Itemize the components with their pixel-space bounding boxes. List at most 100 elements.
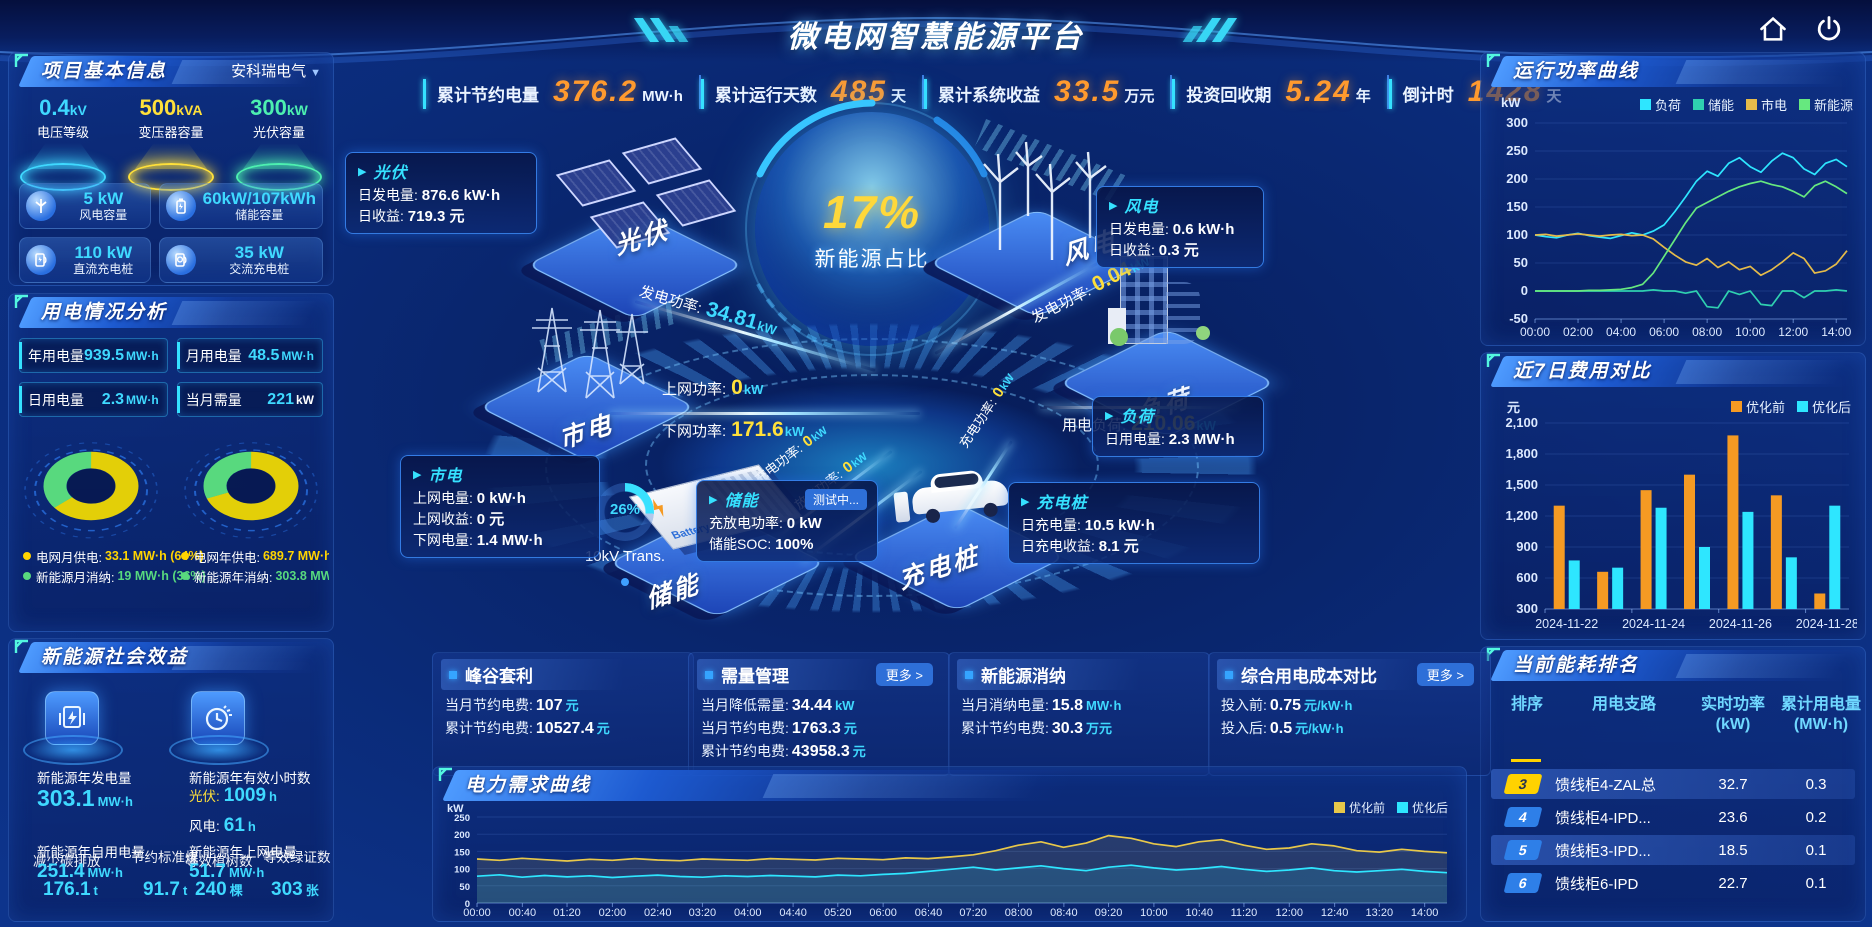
- legend-item: 优化前: [1730, 397, 1785, 416]
- capacity-card-text: 35 kW 交流充电桩: [203, 244, 316, 277]
- capacity-pedestal: 0.4kV 电压等级: [12, 95, 114, 191]
- usage-stat: 日用电量 2.3 MW·h: [19, 382, 168, 417]
- callout-header: ▶ 储能 测试中...: [709, 487, 867, 511]
- svg-text:03:20: 03:20: [689, 907, 717, 919]
- legend-dot: [181, 552, 189, 560]
- svg-text:02:40: 02:40: [644, 907, 672, 919]
- more-button[interactable]: 更多 >: [875, 663, 933, 686]
- title-decoration-right: [1182, 18, 1238, 42]
- flow-value: 171.6: [731, 418, 784, 441]
- svg-text:04:40: 04:40: [779, 907, 807, 919]
- more-button[interactable]: 更多 >: [1416, 663, 1474, 686]
- svg-text:01:20: 01:20: [553, 907, 581, 919]
- realtime-power: 18.5: [1718, 841, 1748, 859]
- summary-card: 峰谷套利 当月节约电费: 107 元累计节约电费: 10527.4 元: [432, 652, 694, 776]
- status-badge: 测试中...: [804, 488, 867, 510]
- total-energy: 0.3: [1805, 775, 1827, 793]
- total-energy: 0.1: [1805, 841, 1827, 859]
- callout-line: 上网收益: 0 元: [413, 511, 505, 528]
- svg-text:10:00: 10:00: [1735, 325, 1765, 339]
- svg-text:100: 100: [1506, 227, 1528, 242]
- power-icon[interactable]: [1814, 14, 1844, 44]
- summary-card-line: 当月节约电费: 1763.3 元: [701, 720, 857, 737]
- legend-item: 优化后: [1796, 397, 1851, 416]
- legend-value: 303.8 MW·h (31%): [275, 569, 329, 583]
- trees-value: 240 棵: [195, 879, 243, 900]
- y-axis-unit: kW: [1501, 95, 1521, 110]
- home-icon[interactable]: [1758, 14, 1788, 44]
- chevron-right-icon: ▶: [413, 468, 422, 481]
- table-row[interactable]: 5 馈线柜3-IPD... 18.5 0.1: [1491, 835, 1855, 865]
- table-row[interactable]: 6 馈线柜6-IPD 22.7 0.1: [1491, 868, 1855, 898]
- power-curve-legend: 负荷 储能 市电 新能源: [1639, 95, 1853, 114]
- panel-title: 用电情况分析: [41, 302, 168, 323]
- legend-item: 优化后: [1396, 799, 1448, 816]
- ranking-column-header: 用电支路: [1591, 696, 1656, 713]
- svg-text:04:00: 04:00: [1606, 325, 1636, 339]
- pedestal-ring: [236, 163, 322, 191]
- transformer-label: 10kV Trans.: [584, 548, 666, 565]
- usage-stat-label: 月用电量: [185, 347, 242, 364]
- table-row[interactable]: 4 馈线柜4-IPD... 23.6 0.2: [1491, 802, 1855, 832]
- callout-line: 上网电量: 0 kW·h: [413, 490, 526, 507]
- self-use-label: 新能源年自用电量: [37, 845, 145, 860]
- panel-demand-curve: 电力需求曲线 kW 优化前 优化后 0 50 100 150 200 250 00:00 00:…: [432, 766, 1467, 922]
- legend-dot: [23, 552, 31, 560]
- svg-text:13:20: 13:20: [1366, 907, 1394, 919]
- svg-text:12:00: 12:00: [1778, 325, 1808, 339]
- callout-header: ▶ 负荷: [1105, 403, 1253, 427]
- svg-text:150: 150: [1506, 199, 1528, 214]
- kpi-unit: 万元: [1124, 88, 1155, 105]
- svg-text:-50: -50: [1509, 311, 1528, 326]
- pv-callout: ▶ 光伏 日发电量: 876.6 kW·h 日收益: 719.3 元: [345, 152, 537, 234]
- branch-name: 馈线柜6-IPD: [1555, 875, 1639, 893]
- demand-curve-chart: 0 50 100 150 200 250 00:00 00:40 01:20 02:00 02:40…: [454, 813, 1448, 919]
- cost-compare-legend: 优化前 优化后: [1730, 397, 1851, 416]
- icon-glow: [23, 735, 123, 765]
- table-row[interactable]: 3 馈线柜4-ZAL总 32.7 0.3: [1491, 769, 1855, 799]
- chevron-right-icon: ▶: [1021, 495, 1030, 508]
- trees-label: 等效植树数: [185, 854, 253, 869]
- panel-cost-compare: 近7日费用对比 元 优化前 优化后 300 600 900 1,200 1,500 1,80…: [1480, 352, 1866, 640]
- capacity-label: 风电容量: [79, 208, 128, 222]
- callout-title: 市电: [428, 468, 463, 485]
- usage-stat: 当月需量 221 kW: [176, 382, 323, 417]
- summary-card-title: 峰谷套利: [441, 659, 685, 690]
- svg-text:10:40: 10:40: [1185, 907, 1213, 919]
- flow-unit: kW: [784, 424, 805, 439]
- legend-item: 市电: [1745, 95, 1787, 114]
- usage-stat-value: 939.5: [84, 346, 125, 364]
- summary-card-line: 累计节约电费: 30.3 万元: [961, 720, 1113, 737]
- panel-title: 电力需求曲线: [465, 775, 592, 796]
- summary-card-line: 当月消纳电量: 15.8 MW·h: [961, 697, 1122, 714]
- svg-text:07:20: 07:20: [959, 907, 987, 919]
- wind-turbine-icon: [26, 191, 56, 221]
- ranking-table-body: 3 馈线柜4-ZAL总 32.7 0.3 4 馈线柜4-IPD... 23.6 0.2 5 馈线柜…: [1491, 769, 1855, 917]
- kpi-value: 485: [830, 75, 887, 108]
- wind-platform: 风电: [928, 120, 1146, 320]
- svg-text:2024-11-22: 2024-11-22: [1535, 617, 1598, 631]
- panel-title: 当前能耗排名: [1513, 655, 1640, 676]
- svg-text:2024-11-28: 2024-11-28: [1796, 617, 1857, 631]
- callout-line: 储能SOC: 100%: [709, 536, 814, 553]
- usage-stat-value: 48.5: [248, 346, 280, 364]
- callout-line: 日收益: 0.3 元: [1109, 242, 1199, 259]
- transformer-load-gauge: [596, 483, 654, 541]
- panel-corner-icon: [1486, 353, 1500, 367]
- donut-legend-item: 电网年供电:689.7 MW·h (69%): [181, 546, 329, 566]
- panel-corner-icon: [438, 767, 452, 781]
- legend-item: 优化前: [1333, 799, 1385, 816]
- panel-project-info: 项目基本信息 安科瑞电气 ▼ 0.4kV 电压等级 500kVA 变压器容量 300kW 光…: [8, 52, 334, 286]
- usage-stat-value: 221: [267, 390, 294, 408]
- callout-header: ▶ 充电桩: [1021, 489, 1249, 513]
- donut-legend-item: 新能源月消纳: 19 MW·h (36%): [23, 566, 206, 586]
- capacity-label: 储能容量: [235, 208, 284, 222]
- summary-card-line: 当月降低需量: 34.44 kW: [701, 697, 855, 714]
- svg-text:10:00: 10:00: [1140, 907, 1168, 919]
- svg-text:150: 150: [454, 847, 470, 858]
- svg-text:0: 0: [1521, 283, 1528, 298]
- summary-card-title: 综合用电成本对比 更多 >: [1217, 659, 1482, 690]
- usage-stat-unit: MW·h: [281, 348, 314, 363]
- co2-label: 减少碳排放: [33, 854, 101, 869]
- company-select[interactable]: 安科瑞电气 ▼: [231, 63, 321, 80]
